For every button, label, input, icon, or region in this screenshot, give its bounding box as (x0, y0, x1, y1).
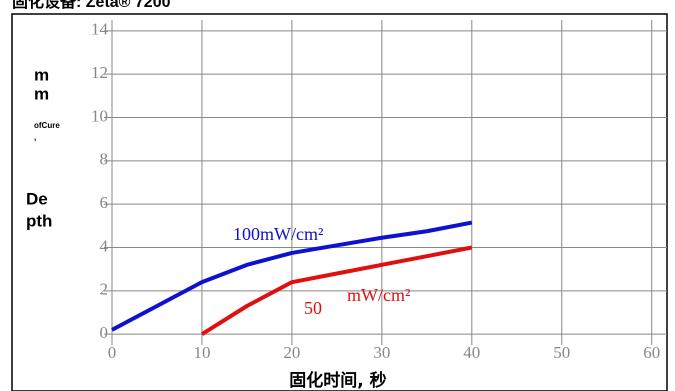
x-tick-label: 50 (553, 343, 570, 362)
y-tick-label: 4 (100, 236, 109, 255)
x-axis-label: 固化时间, 秒 (289, 370, 386, 391)
series-line (111, 220, 473, 332)
y-tick-label: 12 (91, 63, 108, 82)
series-label: 50 (304, 298, 322, 318)
y-tick-label: 14 (91, 20, 109, 39)
y-axis-label: pth (26, 211, 52, 230)
y-axis-label: De (26, 189, 48, 208)
x-tick-label: 10 (193, 343, 210, 362)
y-axis-label: m (34, 65, 49, 84)
x-tick-label: 60 (643, 343, 660, 362)
chart-title: 固化设备: Zeta® 7200 (12, 0, 171, 11)
y-tick-label: 0 (100, 323, 109, 342)
y-axis-label: ofCure (34, 121, 60, 130)
y-axis-label: m (34, 84, 49, 103)
y-tick-label: 10 (91, 106, 108, 125)
y-tick-label: 8 (100, 150, 109, 169)
x-tick-label: 40 (463, 343, 480, 362)
series-line (200, 245, 473, 336)
x-tick-label: 0 (108, 343, 117, 362)
x-tick-label: 20 (283, 343, 300, 362)
y-tick-label: 2 (100, 280, 109, 299)
annotation: mW/cm² (347, 285, 410, 305)
x-tick-label: 30 (373, 343, 390, 362)
y-axis-label: , (34, 133, 36, 142)
series-label: 100mW/cm² (233, 224, 323, 244)
y-tick-label: 6 (100, 193, 109, 212)
frame (11, 13, 668, 391)
